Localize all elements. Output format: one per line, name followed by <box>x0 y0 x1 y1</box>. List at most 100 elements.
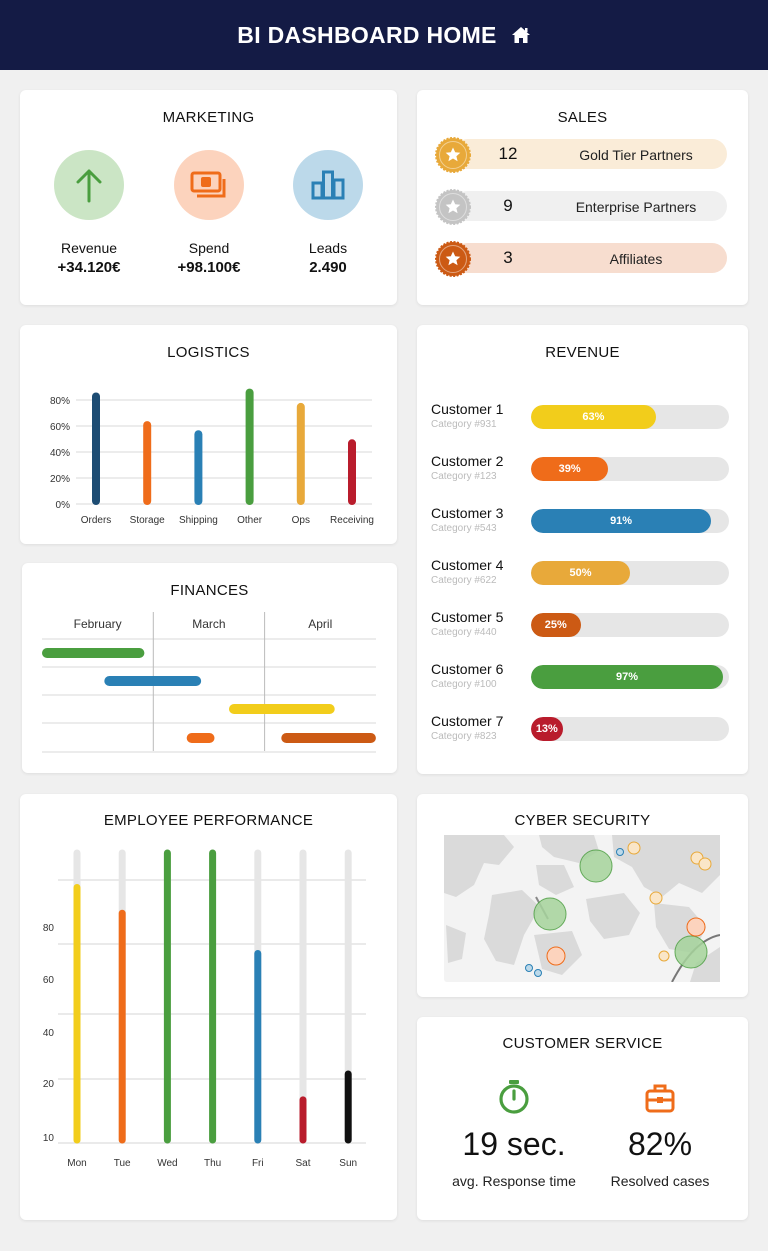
sales-pill <box>453 139 727 169</box>
revenue-title: REVENUE <box>545 344 620 361</box>
customer-category: Category #123 <box>431 471 497 482</box>
sales-count: 9 <box>503 196 513 215</box>
customer-name: Customer 2 <box>431 453 504 469</box>
spend-label: Spend <box>188 240 230 256</box>
revenue-row[interactable]: Customer 4 Category #622 50% <box>431 557 731 597</box>
month-label: April <box>308 617 332 631</box>
x-tick-label: Tue <box>114 1158 131 1169</box>
x-tick-label: Sun <box>339 1158 357 1169</box>
y-tick-label: 80 <box>43 923 55 934</box>
revenue-progress-fill: 91% <box>531 509 712 533</box>
employee-title: EMPLOYEE PERFORMANCE <box>103 812 314 829</box>
world-map[interactable] <box>444 835 720 982</box>
revenue-progress-fill: 63% <box>531 405 656 429</box>
y-tick-label: 60 <box>43 975 55 986</box>
customer-name: Customer 4 <box>431 557 504 573</box>
y-tick-label: 80% <box>50 396 70 407</box>
y-tick-label: 20 <box>43 1079 55 1090</box>
sales-count: 12 <box>498 144 518 163</box>
revenue-label: Revenue <box>60 240 118 256</box>
revenue-row[interactable]: Customer 3 Category #543 91% <box>431 505 731 545</box>
finances-title: FINANCES <box>170 582 249 599</box>
revenue-progress-fill: 97% <box>531 665 724 689</box>
revenue-row[interactable]: Customer 5 Category #440 25% <box>431 609 731 649</box>
y-tick-label: 40 <box>43 1028 55 1039</box>
resolved-cases-stat: 82% Resolved cases <box>585 1079 735 1189</box>
customer-category: Category #823 <box>431 731 497 742</box>
employee-chart: 10 20 40 60 80 Mon Tue Wed Thu Fri Sat Sun <box>43 849 366 1169</box>
sales-label: Affiliates <box>609 251 663 267</box>
customer-name: Customer 7 <box>431 713 504 729</box>
customer-category: Category #440 <box>431 627 497 638</box>
month-label: February <box>74 617 122 631</box>
money-icon <box>190 171 226 198</box>
customer-category: Category #100 <box>431 679 497 690</box>
logistics-chart: 0% 20% 40% 60% 80% Orders Storage Shipping Other… <box>50 388 374 526</box>
x-tick-label: Sat <box>295 1158 310 1169</box>
stopwatch-icon <box>499 1080 529 1114</box>
customer-name: Customer 3 <box>431 505 504 521</box>
star-badge-icon <box>435 241 471 277</box>
revenue-progress-track: 25% <box>531 613 729 637</box>
y-tick-label: 0% <box>56 500 71 511</box>
logistics-title: LOGISTICS <box>167 344 250 361</box>
y-tick-label: 60% <box>50 422 70 433</box>
x-tick-label: Orders <box>81 515 112 526</box>
marketing-spend[interactable]: Spend +98.100€ <box>164 150 254 276</box>
sales-row[interactable]: 3 Affiliates <box>435 241 727 277</box>
threat-markers <box>525 841 712 977</box>
revenue-row[interactable]: Customer 1 Category #931 63% <box>431 401 731 441</box>
x-tick-label: Shipping <box>179 515 218 526</box>
page-title: BI DASHBOARD HOME <box>237 21 497 48</box>
revenue-progress-fill: 13% <box>531 717 563 741</box>
x-tick-label: Other <box>237 515 263 526</box>
x-tick-label: Storage <box>130 515 165 526</box>
customer-name: Customer 1 <box>431 401 504 417</box>
revenue-progress-fill: 39% <box>531 457 609 481</box>
star-badge-icon <box>435 189 471 225</box>
response-time-stat: 19 sec. avg. Response time <box>439 1079 589 1189</box>
star-badge-icon <box>435 137 471 173</box>
revenue-row[interactable]: Customer 7 Category #823 13% <box>431 713 731 753</box>
bar-chart-icon <box>311 170 345 200</box>
customer-category: Category #622 <box>431 575 497 586</box>
marketing-revenue[interactable]: Revenue +34.120€ <box>44 150 134 276</box>
response-time-value: 19 sec. <box>462 1126 566 1162</box>
marketing-title: MARKETING <box>162 109 255 126</box>
spend-circle <box>174 150 244 220</box>
customer-name: Customer 6 <box>431 661 504 677</box>
x-tick-label: Mon <box>67 1158 86 1169</box>
revenue-value: +34.120€ <box>57 259 121 276</box>
x-tick-label: Thu <box>204 1158 221 1169</box>
resolved-cases-label: Resolved cases <box>610 1173 710 1189</box>
finances-gantt: February March April <box>42 612 376 753</box>
revenue-row[interactable]: Customer 2 Category #123 39% <box>431 453 731 493</box>
cyber-card: CYBER SECURITY <box>417 794 748 997</box>
revenue-progress-fill: 50% <box>531 561 630 585</box>
revenue-progress-fill: 25% <box>531 613 581 637</box>
marketing-leads[interactable]: Leads 2.490 <box>283 150 373 276</box>
customer-service-title: CUSTOMER SERVICE <box>502 1035 663 1052</box>
response-time-label: avg. Response time <box>452 1173 576 1189</box>
month-label: March <box>192 617 225 631</box>
leads-value: 2.490 <box>309 259 347 276</box>
sales-row[interactable]: 9 Enterprise Partners <box>435 189 727 225</box>
y-tick-label: 40% <box>50 448 70 459</box>
customer-category: Category #931 <box>431 419 497 430</box>
spend-value: +98.100€ <box>177 259 241 276</box>
revenue-progress-track: 63% <box>531 405 729 429</box>
revenue-progress-track: 97% <box>531 665 729 689</box>
x-tick-label: Fri <box>252 1158 264 1169</box>
leads-label: Leads <box>308 240 348 256</box>
employee-card: EMPLOYEE PERFORMANCE 10 20 40 60 80 Mon Tue Wed… <box>20 794 397 1220</box>
sales-card: SALES 12 Gold Tier Partners 9 Enterprise Pa… <box>417 90 748 305</box>
home-icon[interactable] <box>511 26 531 44</box>
revenue-progress-track: 50% <box>531 561 729 585</box>
customer-service-card: CUSTOMER SERVICE 19 sec. avg. Response t… <box>417 1017 748 1220</box>
revenue-row[interactable]: Customer 6 Category #100 97% <box>431 661 731 701</box>
revenue-progress-track: 13% <box>531 717 729 741</box>
x-tick-label: Wed <box>157 1158 177 1169</box>
y-tick-label: 20% <box>50 474 70 485</box>
sales-row[interactable]: 12 Gold Tier Partners <box>435 137 727 173</box>
sales-count: 3 <box>503 248 513 267</box>
